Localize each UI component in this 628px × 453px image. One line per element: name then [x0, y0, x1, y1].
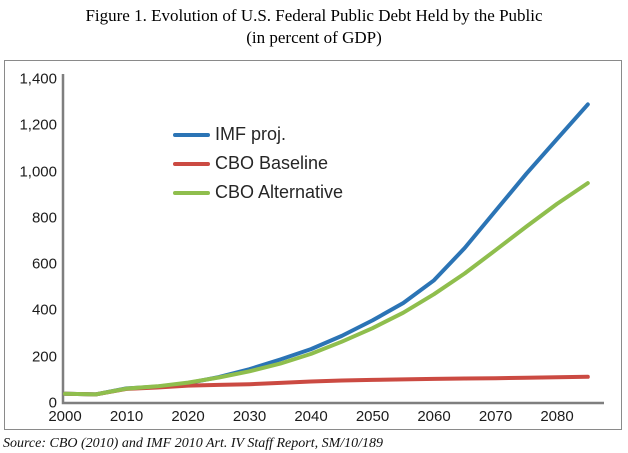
x-tick-2020: 2020: [171, 408, 205, 425]
legend-label-cbo-baseline: CBO Baseline: [215, 153, 329, 173]
chart-legend: IMF proj. CBO Baseline CBO Alternative: [173, 120, 343, 207]
chart-area: 0 200 400 600 800 1,000 1,200 1,400 2000 2010 202…: [4, 60, 622, 430]
y-tick-200: 200: [31, 348, 57, 366]
x-tick-2040: 2040: [294, 408, 328, 425]
y-tick-600: 600: [31, 255, 57, 273]
axis-lines: [61, 74, 604, 405]
x-tick-2010: 2010: [109, 408, 144, 425]
figure-title-line2: (in percent of GDP): [246, 28, 382, 47]
x-tick-2060: 2060: [417, 408, 451, 425]
y-tick-400: 400: [31, 301, 57, 319]
series-line-cbo-alternative: [63, 181, 590, 397]
y-tick-0: 0: [48, 394, 57, 412]
legend-item-cbo-baseline: CBO Baseline: [173, 149, 343, 178]
source-note: Source: CBO (2010) and IMF 2010 Art. IV …: [3, 436, 384, 451]
y-tick-1200: 1,200: [19, 116, 57, 134]
figure-title: Figure 1. Evolution of U.S. Federal Publ…: [0, 5, 628, 49]
line-chart-plot: [61, 74, 604, 405]
legend-item-imf-proj: IMF proj.: [173, 120, 343, 149]
x-tick-2050: 2050: [355, 408, 390, 425]
x-tick-2070: 2070: [478, 408, 513, 425]
cbo-alternative-line-swatch: [173, 190, 210, 195]
x-tick-2000: 2000: [48, 408, 82, 425]
legend-item-cbo-alternative: CBO Alternative: [173, 178, 343, 207]
y-tick-1400: 1,400: [19, 70, 57, 88]
x-tick-2080: 2080: [540, 408, 574, 425]
figure-title-line1: Figure 1. Evolution of U.S. Federal Publ…: [85, 6, 543, 25]
imf-proj-line-swatch: [173, 132, 210, 137]
legend-label-imf-proj: IMF proj.: [215, 124, 287, 144]
y-tick-1000: 1,000: [19, 163, 57, 180]
x-tick-2030: 2030: [232, 408, 267, 425]
y-tick-800: 800: [31, 209, 57, 227]
cbo-baseline-line-swatch: [173, 161, 210, 166]
legend-label-cbo-alternative: CBO Alternative: [215, 182, 344, 202]
